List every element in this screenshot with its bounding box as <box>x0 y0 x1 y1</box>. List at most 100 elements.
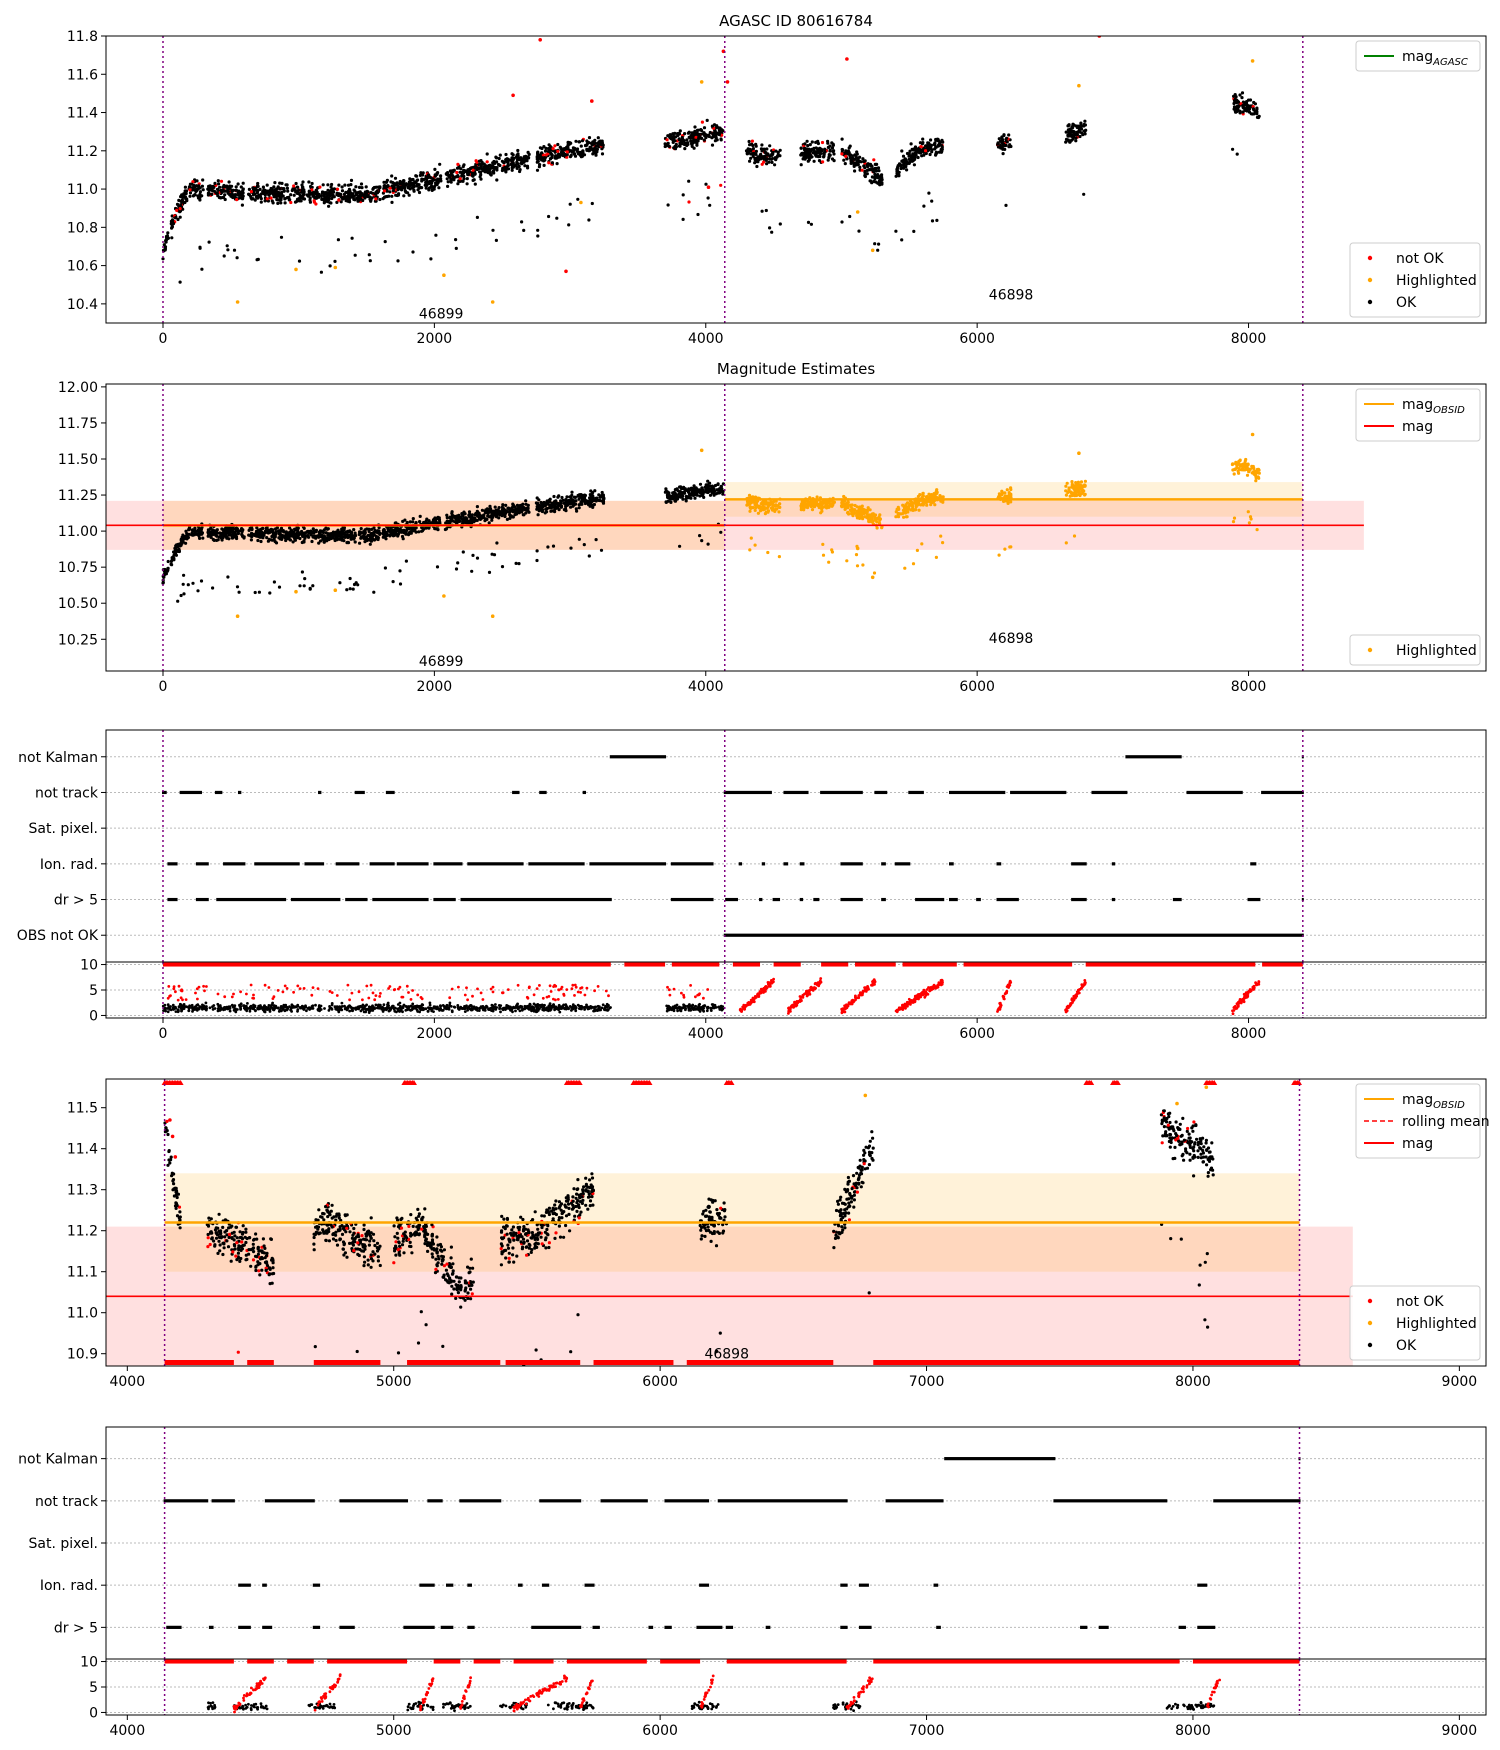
ok-point <box>596 136 600 140</box>
ok-point <box>174 215 178 219</box>
ok-point <box>714 136 718 140</box>
x-tick-label: 4000 <box>688 679 724 695</box>
not-ok-point <box>556 149 560 153</box>
highlighted-point <box>1244 457 1248 462</box>
ok-point <box>497 510 501 514</box>
ok-point <box>357 198 361 202</box>
ok-point <box>508 516 512 521</box>
y-tick-label: 11.25 <box>58 488 98 504</box>
flag-run <box>254 862 300 866</box>
ok-point <box>494 238 498 242</box>
ok-point <box>183 200 187 205</box>
ok-point <box>570 490 574 494</box>
ok-point <box>680 494 684 498</box>
ok-point <box>702 131 706 135</box>
ok-point <box>350 236 354 240</box>
ok-point <box>516 154 520 158</box>
ok-point <box>201 188 205 192</box>
ok-point <box>435 565 440 569</box>
ok-point <box>170 236 174 240</box>
ok-point <box>216 179 220 183</box>
dr-not-ok-point <box>197 985 201 989</box>
ok-point <box>365 527 369 531</box>
ok-point <box>806 220 811 224</box>
ok-point <box>298 584 302 588</box>
ok-point <box>176 217 180 222</box>
dr-clip-marker <box>162 962 611 967</box>
ok-point <box>585 148 589 152</box>
ok-point <box>850 159 854 163</box>
ok-point <box>710 486 715 490</box>
ok-point <box>491 228 495 232</box>
ok-point <box>225 535 229 539</box>
ok-point <box>240 203 244 207</box>
flag-run <box>167 862 178 866</box>
ok-point <box>349 530 354 534</box>
ok-point <box>1002 142 1006 146</box>
ok-point <box>462 170 466 174</box>
ok-point <box>417 190 422 195</box>
ok-point <box>518 503 522 508</box>
ok-point <box>576 197 580 201</box>
highlighted-point <box>861 509 865 513</box>
ok-point <box>161 580 165 585</box>
ok-point <box>305 530 310 534</box>
ok-point <box>515 507 519 511</box>
plot-area <box>161 36 1261 304</box>
obsid-label: 46898 <box>989 631 1034 647</box>
flag-run <box>738 862 743 866</box>
highlighted-point <box>827 560 831 564</box>
ok-point <box>577 506 581 510</box>
ok-point <box>770 160 774 164</box>
ok-point <box>479 173 483 177</box>
ok-point <box>219 533 223 538</box>
ok-point <box>670 497 675 501</box>
ok-point <box>429 184 433 188</box>
ok-point <box>414 526 418 530</box>
ok-point <box>721 129 725 133</box>
ok-point <box>1251 107 1256 111</box>
ok-point <box>872 170 876 174</box>
ok-point <box>707 134 711 138</box>
not-ok-point <box>471 168 475 172</box>
ok-point <box>545 499 549 503</box>
highlighted-point <box>901 508 906 512</box>
ok-point <box>224 530 228 534</box>
ok-point <box>297 259 302 263</box>
ok-point <box>479 164 483 168</box>
ok-point <box>692 146 696 150</box>
ok-point <box>663 490 668 494</box>
ok-point <box>930 219 935 223</box>
ok-point <box>689 487 693 491</box>
ok-point <box>600 152 605 156</box>
ok-point <box>803 142 807 146</box>
highlighted-point <box>1083 493 1087 497</box>
ok-point <box>488 510 492 514</box>
ok-point <box>394 193 398 197</box>
legend-label: not OK <box>1396 251 1444 267</box>
highlighted-point <box>861 517 865 521</box>
ok-point <box>339 195 343 199</box>
ok-point <box>301 180 305 184</box>
ok-point <box>858 165 862 169</box>
ok-point <box>417 186 421 190</box>
ok-point <box>450 174 455 178</box>
ok-point <box>488 504 492 508</box>
highlighted-point <box>873 515 877 520</box>
ok-point <box>554 501 559 505</box>
ok-point <box>215 534 219 538</box>
ok-point <box>764 208 768 213</box>
legend-marker <box>1367 255 1373 261</box>
ok-point <box>269 538 273 542</box>
highlighted-point <box>490 614 495 618</box>
ok-point <box>427 188 431 192</box>
flag-run <box>881 862 886 866</box>
ok-point <box>878 183 882 187</box>
ok-point <box>930 199 934 203</box>
ok-point <box>576 493 580 498</box>
ok-point <box>230 189 234 193</box>
not-ok-point <box>553 144 557 148</box>
highlighted-point <box>1246 510 1250 514</box>
ok-point <box>298 536 302 541</box>
highlighted-point <box>777 505 781 509</box>
